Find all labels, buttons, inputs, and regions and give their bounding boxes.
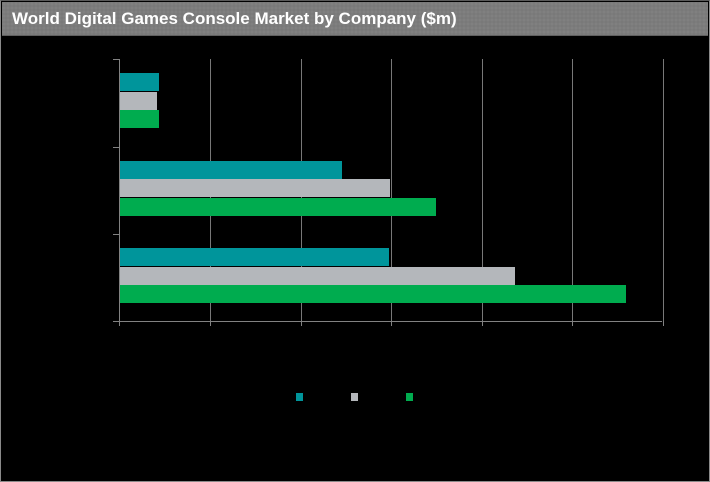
gridline [572,59,573,321]
x-axis-tick [119,321,120,326]
bar-green-group1 [120,110,159,128]
bar-silver-group1 [120,91,158,110]
gridline [662,59,664,321]
title-bar[interactable]: World Digital Games Console Market by Co… [2,2,708,36]
y-axis-tick [113,321,119,322]
teal-series-swatch [296,393,303,401]
x-axis-tick [481,321,483,326]
bar-green-group2 [120,197,436,216]
x-axis-tick [300,321,302,326]
bar-green-group3 [120,285,626,304]
plot-area [113,59,664,326]
bar-silver-group2 [120,179,390,198]
x-axis-tick [391,321,392,326]
gridline [481,59,483,321]
silver-series-swatch [351,393,358,401]
y-axis-tick [113,59,119,60]
x-axis-tick [210,321,211,326]
green-series-swatch [406,393,413,401]
bar-teal-group3 [120,248,389,267]
bar-teal-group2 [120,160,342,179]
chart-title: World Digital Games Console Market by Co… [12,9,457,28]
bar-teal-group1 [120,73,159,91]
bar-silver-group3 [120,266,515,285]
x-axis-tick [662,321,664,326]
y-axis-tick [113,234,119,236]
gridline [391,59,392,321]
x-axis-tick [572,321,573,326]
y-axis-tick [113,146,119,148]
